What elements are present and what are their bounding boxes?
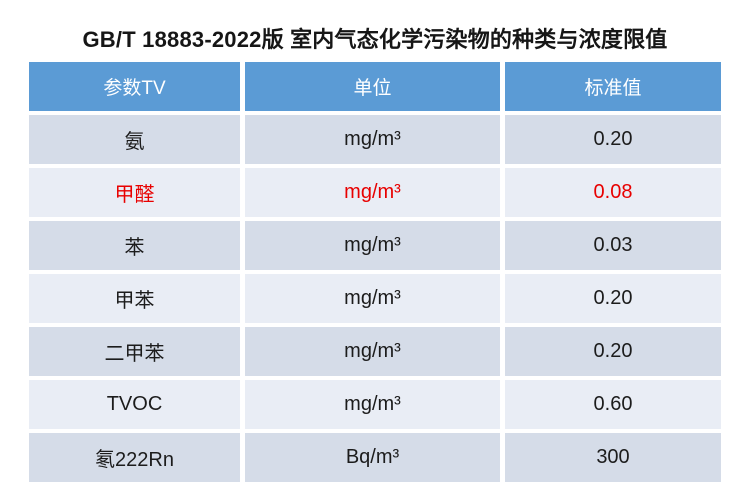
param-cell: 二甲苯 <box>29 327 240 376</box>
column-header-parameter: 参数TV <box>29 62 240 111</box>
table-title: GB/T 18883-2022版 室内气态化学污染物的种类与浓度限值 <box>82 27 668 52</box>
unit-cell: mg/m³ <box>245 274 500 323</box>
value-cell: 0.60 <box>505 380 721 429</box>
unit-cell: mg/m³ <box>245 380 500 429</box>
value-cell: 300 <box>505 433 721 482</box>
param-cell: 氨 <box>29 115 240 164</box>
value-cell: 0.20 <box>505 115 721 164</box>
value-cell: 0.20 <box>505 327 721 376</box>
pollutant-limits-table: 参数TV 单位 标准值 氨 mg/m³ 0.20 甲醛 mg/m³ 0.08 苯… <box>29 62 721 482</box>
column-header-standard-value: 标准值 <box>505 62 721 111</box>
unit-cell: Bq/m³ <box>245 433 500 482</box>
unit-cell: mg/m³ <box>245 327 500 376</box>
value-cell: 0.20 <box>505 274 721 323</box>
value-cell: 0.03 <box>505 221 721 270</box>
column-header-unit: 单位 <box>245 62 500 111</box>
param-cell: 甲苯 <box>29 274 240 323</box>
unit-cell: mg/m³ <box>245 221 500 270</box>
param-cell: 甲醛 <box>29 168 240 217</box>
unit-cell: mg/m³ <box>245 168 500 217</box>
param-cell: TVOC <box>29 380 240 429</box>
value-cell: 0.08 <box>505 168 721 217</box>
param-cell: 氡222Rn <box>29 433 240 482</box>
param-cell: 苯 <box>29 221 240 270</box>
unit-cell: mg/m³ <box>245 115 500 164</box>
